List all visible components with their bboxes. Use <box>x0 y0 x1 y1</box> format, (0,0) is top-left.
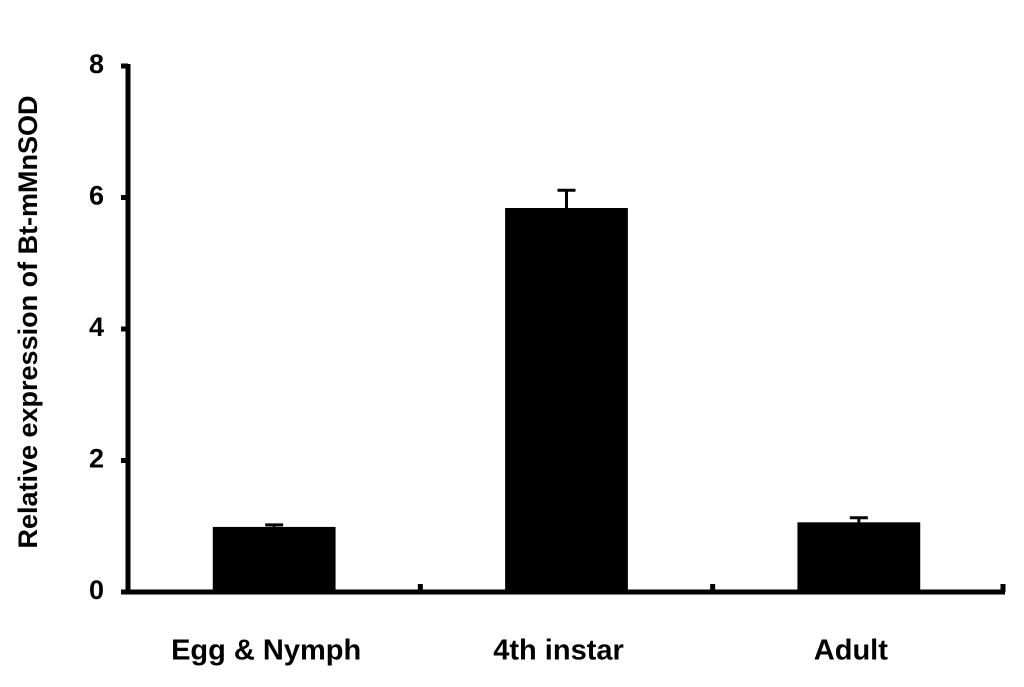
x-tick-label: Adult <box>814 635 888 667</box>
bar <box>212 526 336 592</box>
y-tick-label: 2 <box>89 444 104 474</box>
bar <box>505 208 628 592</box>
y-tick-label: 6 <box>89 181 104 211</box>
y-axis-title: Relative expression of Bt-mMnSOD <box>13 95 43 548</box>
x-tick-label: 4th instar <box>493 635 624 667</box>
y-tick-label: 8 <box>89 49 104 79</box>
y-tick-label: 0 <box>89 575 104 605</box>
error-bar <box>265 523 284 527</box>
error-bar <box>557 188 576 209</box>
error-bar <box>849 516 868 523</box>
y-tick-label: 4 <box>89 312 104 342</box>
bar <box>797 522 921 592</box>
x-tick-label: Egg & Nymph <box>171 635 361 667</box>
